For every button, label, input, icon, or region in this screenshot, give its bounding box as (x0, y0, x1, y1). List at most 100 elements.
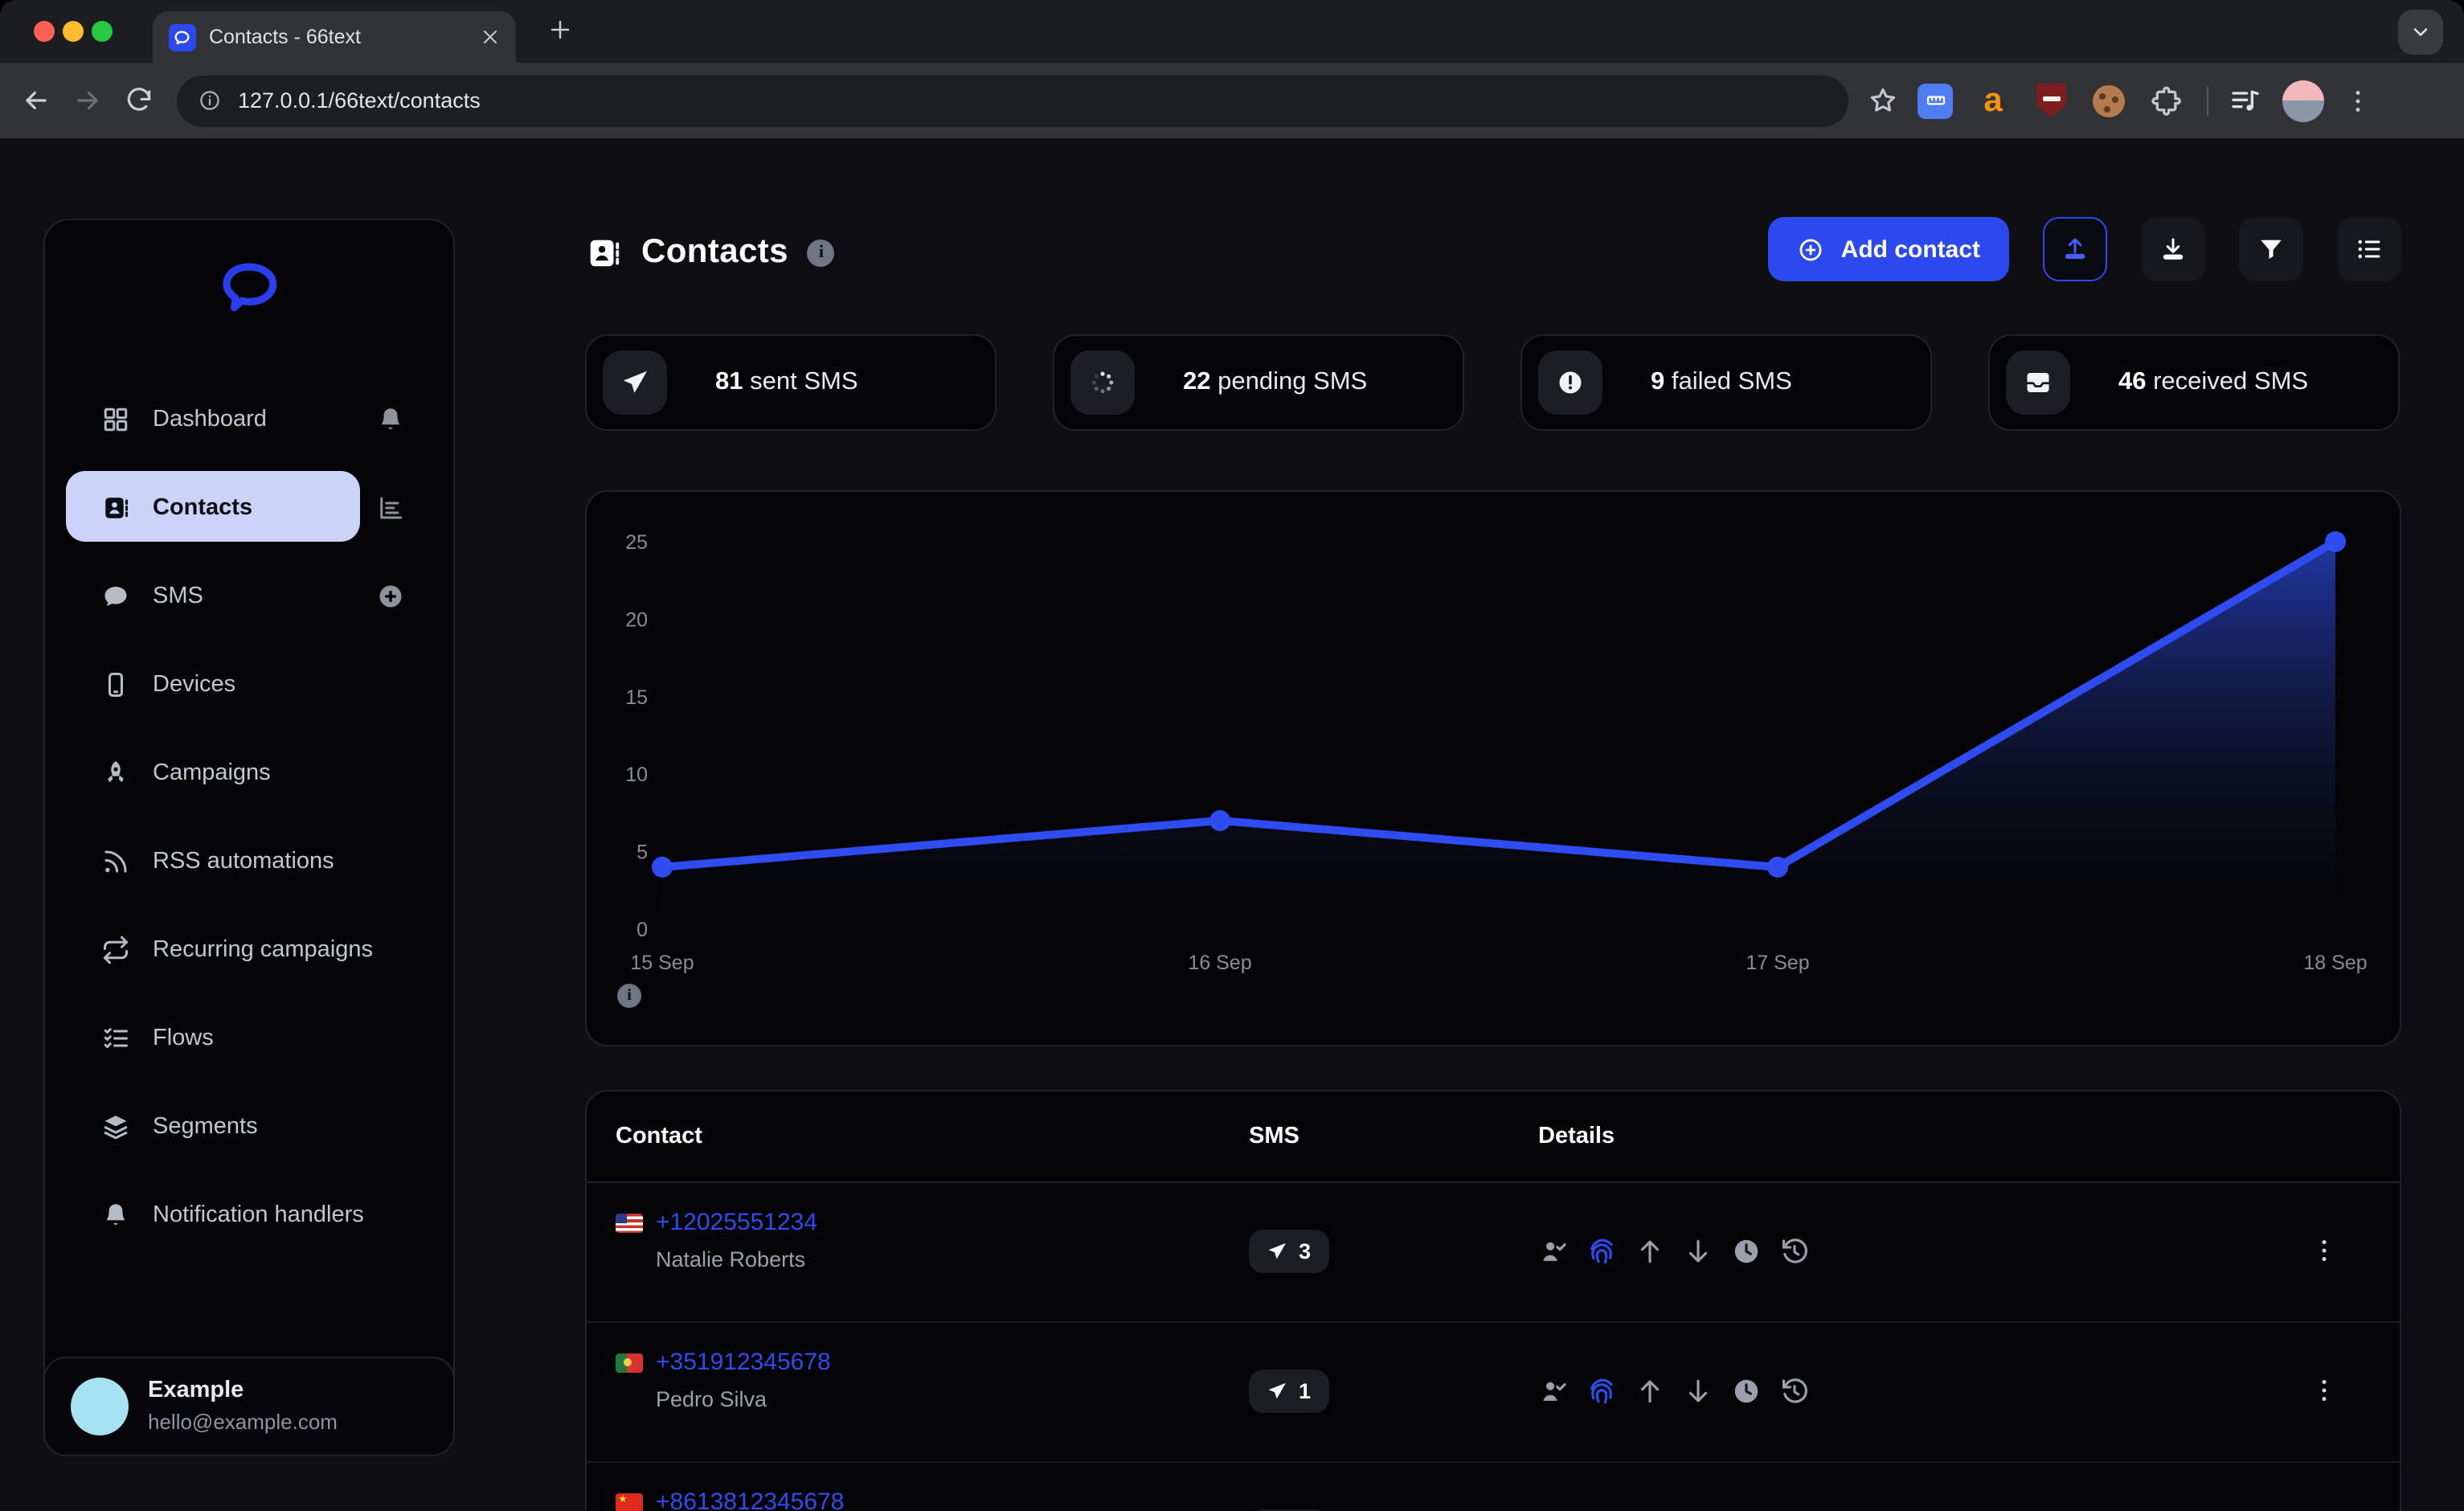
arrow-down-action[interactable] (1683, 1376, 1713, 1407)
sidebar: Dashboard Contacts SMS Devices Campaigns… (43, 219, 455, 1456)
plus-circle-button[interactable] (376, 581, 405, 610)
sidebar-item-dashboard[interactable]: Dashboard (64, 375, 434, 463)
header-actions: Add contact (1768, 217, 2401, 281)
contact-phone-link[interactable]: +351912345678 (656, 1349, 831, 1376)
alert-circle-icon (1559, 371, 1582, 394)
send-icon (623, 371, 647, 393)
import-contacts-button[interactable] (2043, 217, 2107, 281)
contact-phone-link[interactable]: +8613812345678 (656, 1488, 845, 1511)
column-header-sms: SMS (1249, 1124, 1300, 1149)
sidebar-item-recurring-campaigns[interactable]: Recurring campaigns (64, 905, 434, 993)
svg-text:10: 10 (625, 764, 648, 786)
sidebar-item-campaigns[interactable]: Campaigns (64, 728, 434, 817)
back-button[interactable] (21, 85, 51, 116)
browser-menu-icon[interactable] (2343, 86, 2372, 115)
clock-action[interactable] (1731, 1236, 1762, 1267)
contacts-title-icon (585, 234, 622, 271)
clock-icon (1734, 1239, 1758, 1263)
history-action[interactable] (1779, 1236, 1810, 1267)
fingerprint-action[interactable] (1586, 1236, 1617, 1267)
list-icon (2358, 240, 2380, 259)
browser-tab[interactable]: Contacts - 66text (153, 11, 516, 63)
history-action[interactable] (1779, 1376, 1810, 1407)
sidebar-item-flows[interactable]: Flows (64, 993, 434, 1082)
user-check-icon (1543, 1242, 1566, 1261)
upload-icon (2065, 238, 2085, 260)
plus-circle-icon (1800, 238, 1823, 260)
row-menu-button[interactable] (2310, 1236, 2339, 1265)
media-playlist-icon[interactable] (2225, 80, 2266, 121)
sidebar-item-rss-automations[interactable]: RSS automations (64, 817, 434, 905)
forward-button[interactable] (72, 85, 103, 116)
traffic-light-minimize[interactable] (63, 21, 84, 42)
list-view-button[interactable] (2337, 217, 2401, 281)
plus-circle-icon (379, 584, 402, 607)
adblock-extension-icon[interactable] (2030, 80, 2072, 121)
clock-action[interactable] (1731, 1376, 1762, 1407)
user-check-action[interactable] (1538, 1376, 1569, 1407)
stat-label: failed SMS (1664, 368, 1792, 395)
traffic-light-close[interactable] (34, 21, 55, 42)
bell-icon (106, 1203, 125, 1224)
send-icon (1268, 1243, 1286, 1259)
clock-icon (1734, 1379, 1758, 1403)
traffic-light-zoom[interactable] (92, 21, 113, 42)
page-header: Contacts i (585, 217, 835, 288)
flag-us-icon (616, 1213, 643, 1232)
export-contacts-button[interactable] (2141, 217, 2205, 281)
sidebar-nav: Dashboard Contacts SMS Devices Campaigns… (64, 375, 434, 1259)
stats-row: 81 sent SMS 22 pending SMS 9 failed SMS … (585, 334, 2400, 431)
sidebar-item-label: Dashboard (153, 406, 267, 432)
arrow-up-action[interactable] (1635, 1236, 1665, 1267)
add-contact-label: Add contact (1840, 235, 1980, 263)
stat-label: received SMS (2146, 368, 2309, 395)
chart-bars-button[interactable] (376, 493, 405, 522)
extensions-puzzle-icon[interactable] (2146, 80, 2188, 121)
user-check-action[interactable] (1538, 1236, 1569, 1267)
bookmark-star-icon[interactable] (1868, 85, 1898, 116)
stat-label: pending SMS (1210, 368, 1368, 395)
sms-count-badge: 3 (1249, 1230, 1329, 1273)
site-info-icon[interactable] (198, 88, 222, 113)
bell-button[interactable] (376, 404, 405, 433)
user-avatar (71, 1378, 129, 1435)
sidebar-item-contacts[interactable]: Contacts (64, 463, 434, 551)
table-row: +8613812345678 Chen Wei 0 (587, 1463, 2400, 1511)
sms-count-badge: 1 (1249, 1370, 1329, 1413)
layers-icon (104, 1115, 128, 1139)
reload-button[interactable] (124, 85, 154, 116)
tab-close-icon[interactable] (481, 27, 500, 47)
contact-phone-link[interactable]: +12025551234 (656, 1209, 818, 1236)
arrow-up-action[interactable] (1635, 1376, 1665, 1407)
sidebar-item-devices[interactable]: Devices (64, 640, 434, 728)
new-tab-button[interactable] (546, 16, 574, 43)
svg-text:17 Sep: 17 Sep (1746, 952, 1809, 974)
rocket-icon (108, 760, 124, 782)
address-bar[interactable]: 127.0.0.1/66text/contacts (177, 75, 1848, 126)
sidebar-item-label: Devices (153, 671, 236, 697)
row-menu-button[interactable] (2310, 1376, 2339, 1405)
arrow-down-action[interactable] (1683, 1236, 1713, 1267)
sidebar-item-segments[interactable]: Segments (64, 1082, 434, 1170)
svg-text:15 Sep: 15 Sep (630, 952, 694, 974)
cookie-extension-icon[interactable] (2088, 80, 2130, 121)
user-card[interactable]: Example hello@example.com (43, 1357, 455, 1456)
repeat-icon (104, 935, 128, 964)
ruler-extension-icon[interactable] (1914, 80, 1956, 121)
fingerprint-action[interactable] (1586, 1376, 1617, 1407)
tab-search-button[interactable] (2398, 10, 2443, 55)
smartphone-icon (108, 672, 123, 696)
page-info-icon[interactable]: i (807, 239, 835, 266)
sidebar-item-sms[interactable]: SMS (64, 551, 434, 640)
amazon-extension-icon[interactable]: a (1983, 82, 2003, 119)
history-icon (1782, 1378, 1807, 1403)
table-header: Contact SMS Details (587, 1091, 2400, 1183)
sms-activity-chart: 0 5 10 15 20 25 15 Sep 16 Sep 17 Sep 18 Sep i (585, 490, 2401, 1046)
sidebar-item-notification-handlers[interactable]: Notification handlers (64, 1170, 434, 1259)
browser-profile-avatar[interactable] (2282, 80, 2324, 121)
filter-button[interactable] (2239, 217, 2303, 281)
history-icon (1782, 1239, 1807, 1263)
chart-info-icon[interactable]: i (617, 984, 641, 1008)
add-contact-button[interactable]: Add contact (1768, 217, 2009, 281)
